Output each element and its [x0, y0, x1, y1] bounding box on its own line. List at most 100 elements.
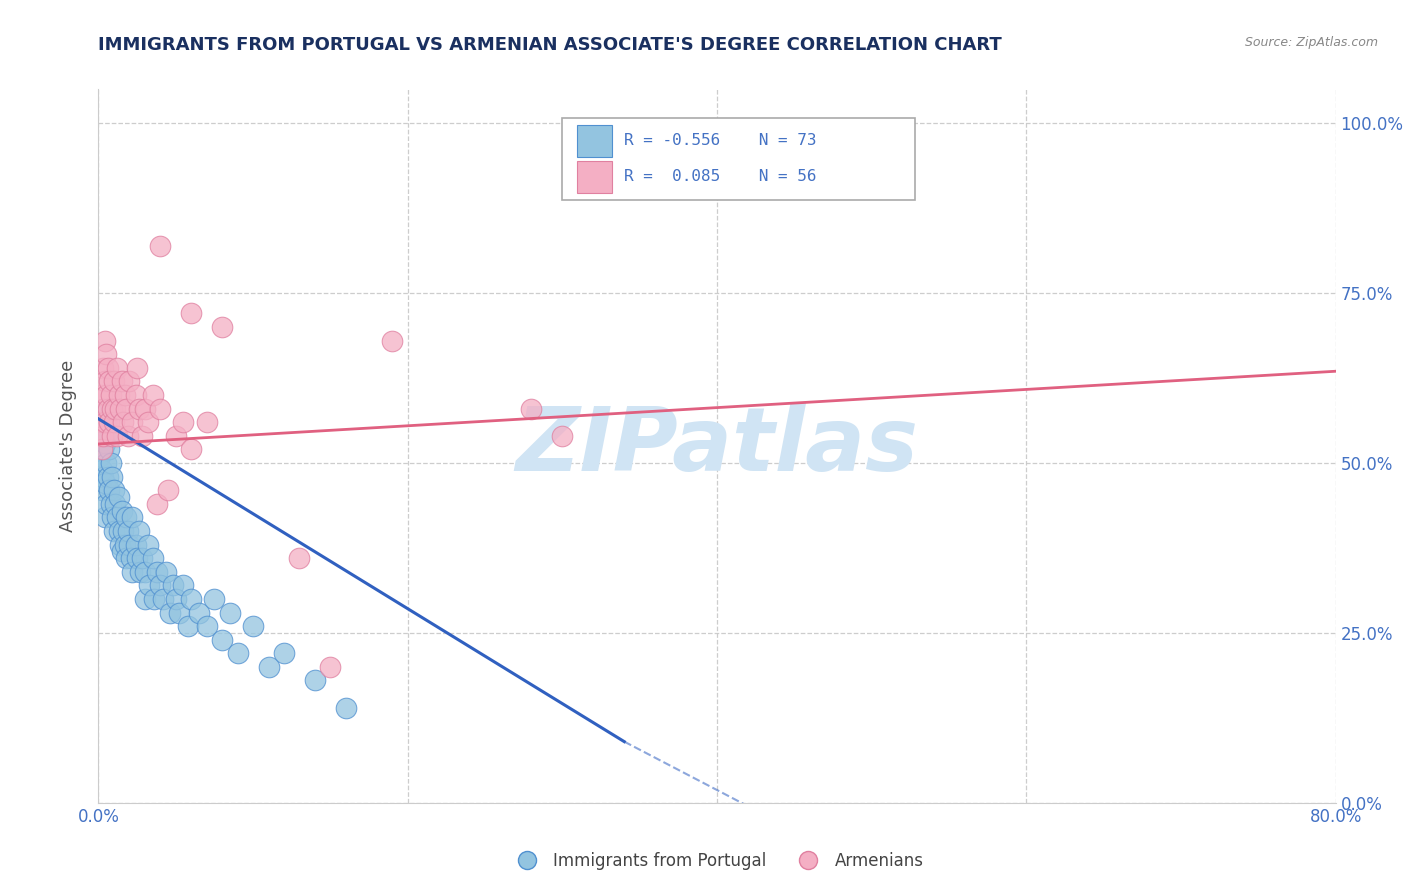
Point [108, 401, 131, 416]
Text: Source: ZipAtlas.com: Source: ZipAtlas.com [1244, 36, 1378, 49]
Point [188, 606, 211, 620]
Point [90, 483, 112, 498]
Point [721, 144, 744, 158]
Point [98, 375, 121, 389]
Point [108, 537, 131, 551]
Point [97, 469, 120, 483]
Point [117, 429, 139, 443]
Bar [578, 125, 612, 157]
Point [100, 456, 122, 470]
Point [219, 606, 242, 620]
Point [118, 375, 141, 389]
Point [114, 388, 136, 402]
Point [127, 360, 149, 375]
Point [520, 401, 543, 416]
Point [335, 700, 357, 714]
Point [97, 429, 120, 443]
Point [111, 544, 134, 558]
Text: R =  0.085    N = 56: R = 0.085 N = 56 [624, 169, 817, 184]
Point [97, 360, 120, 375]
FancyBboxPatch shape [562, 118, 915, 200]
Point [90, 415, 112, 429]
Point [96, 347, 118, 361]
Point [107, 490, 129, 504]
Point [91, 469, 114, 483]
Point [124, 537, 146, 551]
Point [105, 429, 128, 443]
Point [121, 415, 143, 429]
Point [304, 673, 326, 688]
Point [142, 388, 165, 402]
Point [98, 483, 121, 498]
Point [136, 415, 159, 429]
Point [111, 375, 134, 389]
Point [120, 551, 142, 566]
Point [211, 632, 233, 647]
Point [128, 524, 150, 538]
Point [90, 442, 112, 457]
Point [114, 537, 136, 551]
Point [149, 238, 172, 252]
Text: ZIPatlas: ZIPatlas [516, 402, 918, 490]
Point [103, 415, 125, 429]
Point [96, 497, 118, 511]
Point [226, 646, 249, 660]
Point [111, 503, 134, 517]
Point [173, 578, 195, 592]
Y-axis label: Associate's Degree: Associate's Degree [59, 359, 77, 533]
Point [96, 415, 118, 429]
Point [93, 415, 115, 429]
Point [551, 429, 574, 443]
Point [195, 619, 218, 633]
Point [112, 415, 135, 429]
Point [288, 551, 311, 566]
Point [180, 442, 202, 457]
Point [128, 401, 150, 416]
Point [273, 646, 295, 660]
Text: IMMIGRANTS FROM PORTUGAL VS ARMENIAN ASSOCIATE'S DEGREE CORRELATION CHART: IMMIGRANTS FROM PORTUGAL VS ARMENIAN ASS… [98, 36, 1002, 54]
Point [91, 401, 114, 416]
Point [211, 320, 233, 334]
Point [149, 578, 172, 592]
Point [121, 510, 143, 524]
Point [103, 483, 125, 498]
Point [157, 483, 180, 498]
Point [167, 606, 190, 620]
Point [134, 565, 156, 579]
Point [105, 510, 128, 524]
Point [98, 442, 121, 457]
Point [105, 360, 128, 375]
Point [159, 606, 181, 620]
Point [93, 334, 115, 348]
Point [138, 578, 160, 592]
Point [381, 334, 404, 348]
Point [101, 510, 124, 524]
Point [180, 591, 202, 606]
Point [115, 551, 138, 566]
Point [107, 524, 129, 538]
Point [93, 375, 115, 389]
Point [103, 524, 125, 538]
Point [90, 463, 112, 477]
Point [90, 415, 112, 429]
Point [93, 510, 115, 524]
Point [124, 388, 146, 402]
Point [96, 388, 118, 402]
Point [204, 591, 226, 606]
Point [165, 429, 187, 443]
Point [121, 565, 143, 579]
Point [104, 497, 127, 511]
Point [155, 565, 177, 579]
Point [146, 497, 169, 511]
Point [93, 476, 115, 491]
Point [143, 591, 166, 606]
Point [177, 619, 200, 633]
Point [91, 429, 114, 443]
Point [89, 449, 111, 463]
Point [93, 435, 115, 450]
Bar [578, 161, 612, 193]
Point [142, 551, 165, 566]
Point [96, 456, 118, 470]
Point [101, 469, 124, 483]
Point [115, 510, 138, 524]
